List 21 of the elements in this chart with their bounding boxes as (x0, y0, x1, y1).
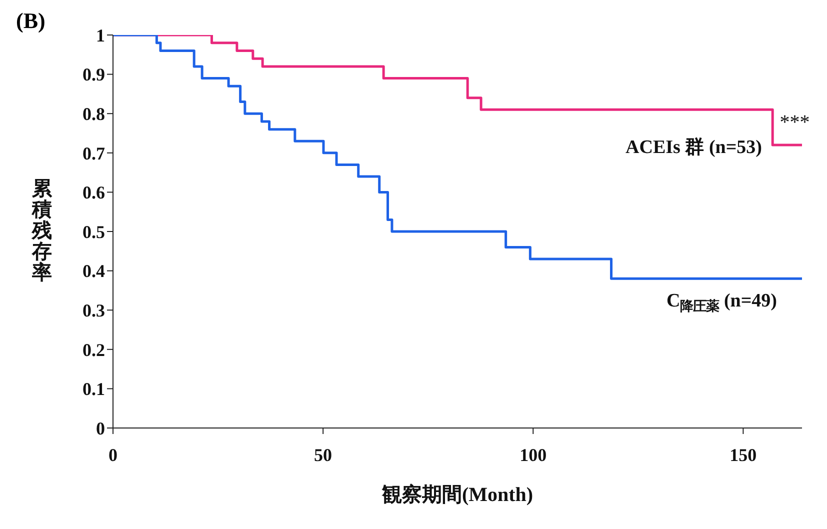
y-tick-label: 0 (96, 418, 105, 438)
x-tick-label: 50 (314, 444, 332, 465)
x-tick-label: 0 (108, 444, 118, 465)
series-label: C$_{降圧薬}$ (n=49) (666, 290, 777, 314)
y-tick-label: 1 (96, 25, 105, 46)
annotation: *** (780, 112, 810, 134)
series-label: ACEIs 群 (n=53) (626, 137, 762, 158)
y-tick-label: 0.2 (82, 340, 105, 360)
y-tick-label: 0.5 (82, 222, 105, 242)
y-tick-label: 0.1 (82, 379, 105, 400)
x-tick-label: 100 (520, 444, 547, 465)
y-tick-label: 0.7 (82, 143, 105, 164)
x-tick-label: 150 (730, 444, 757, 465)
chart-title: (B) (16, 8, 46, 34)
y-tick-label: 0.3 (82, 300, 105, 320)
y-axis-title: 累積残存率 (31, 178, 53, 284)
y-tick-label: 0.4 (82, 261, 105, 282)
y-tick-label: 0.9 (82, 64, 105, 85)
y-tick-label: 0.6 (82, 182, 105, 203)
x-axis-title: 観察期間(Month) (380, 483, 534, 506)
y-tick-label: 0.8 (82, 104, 105, 124)
